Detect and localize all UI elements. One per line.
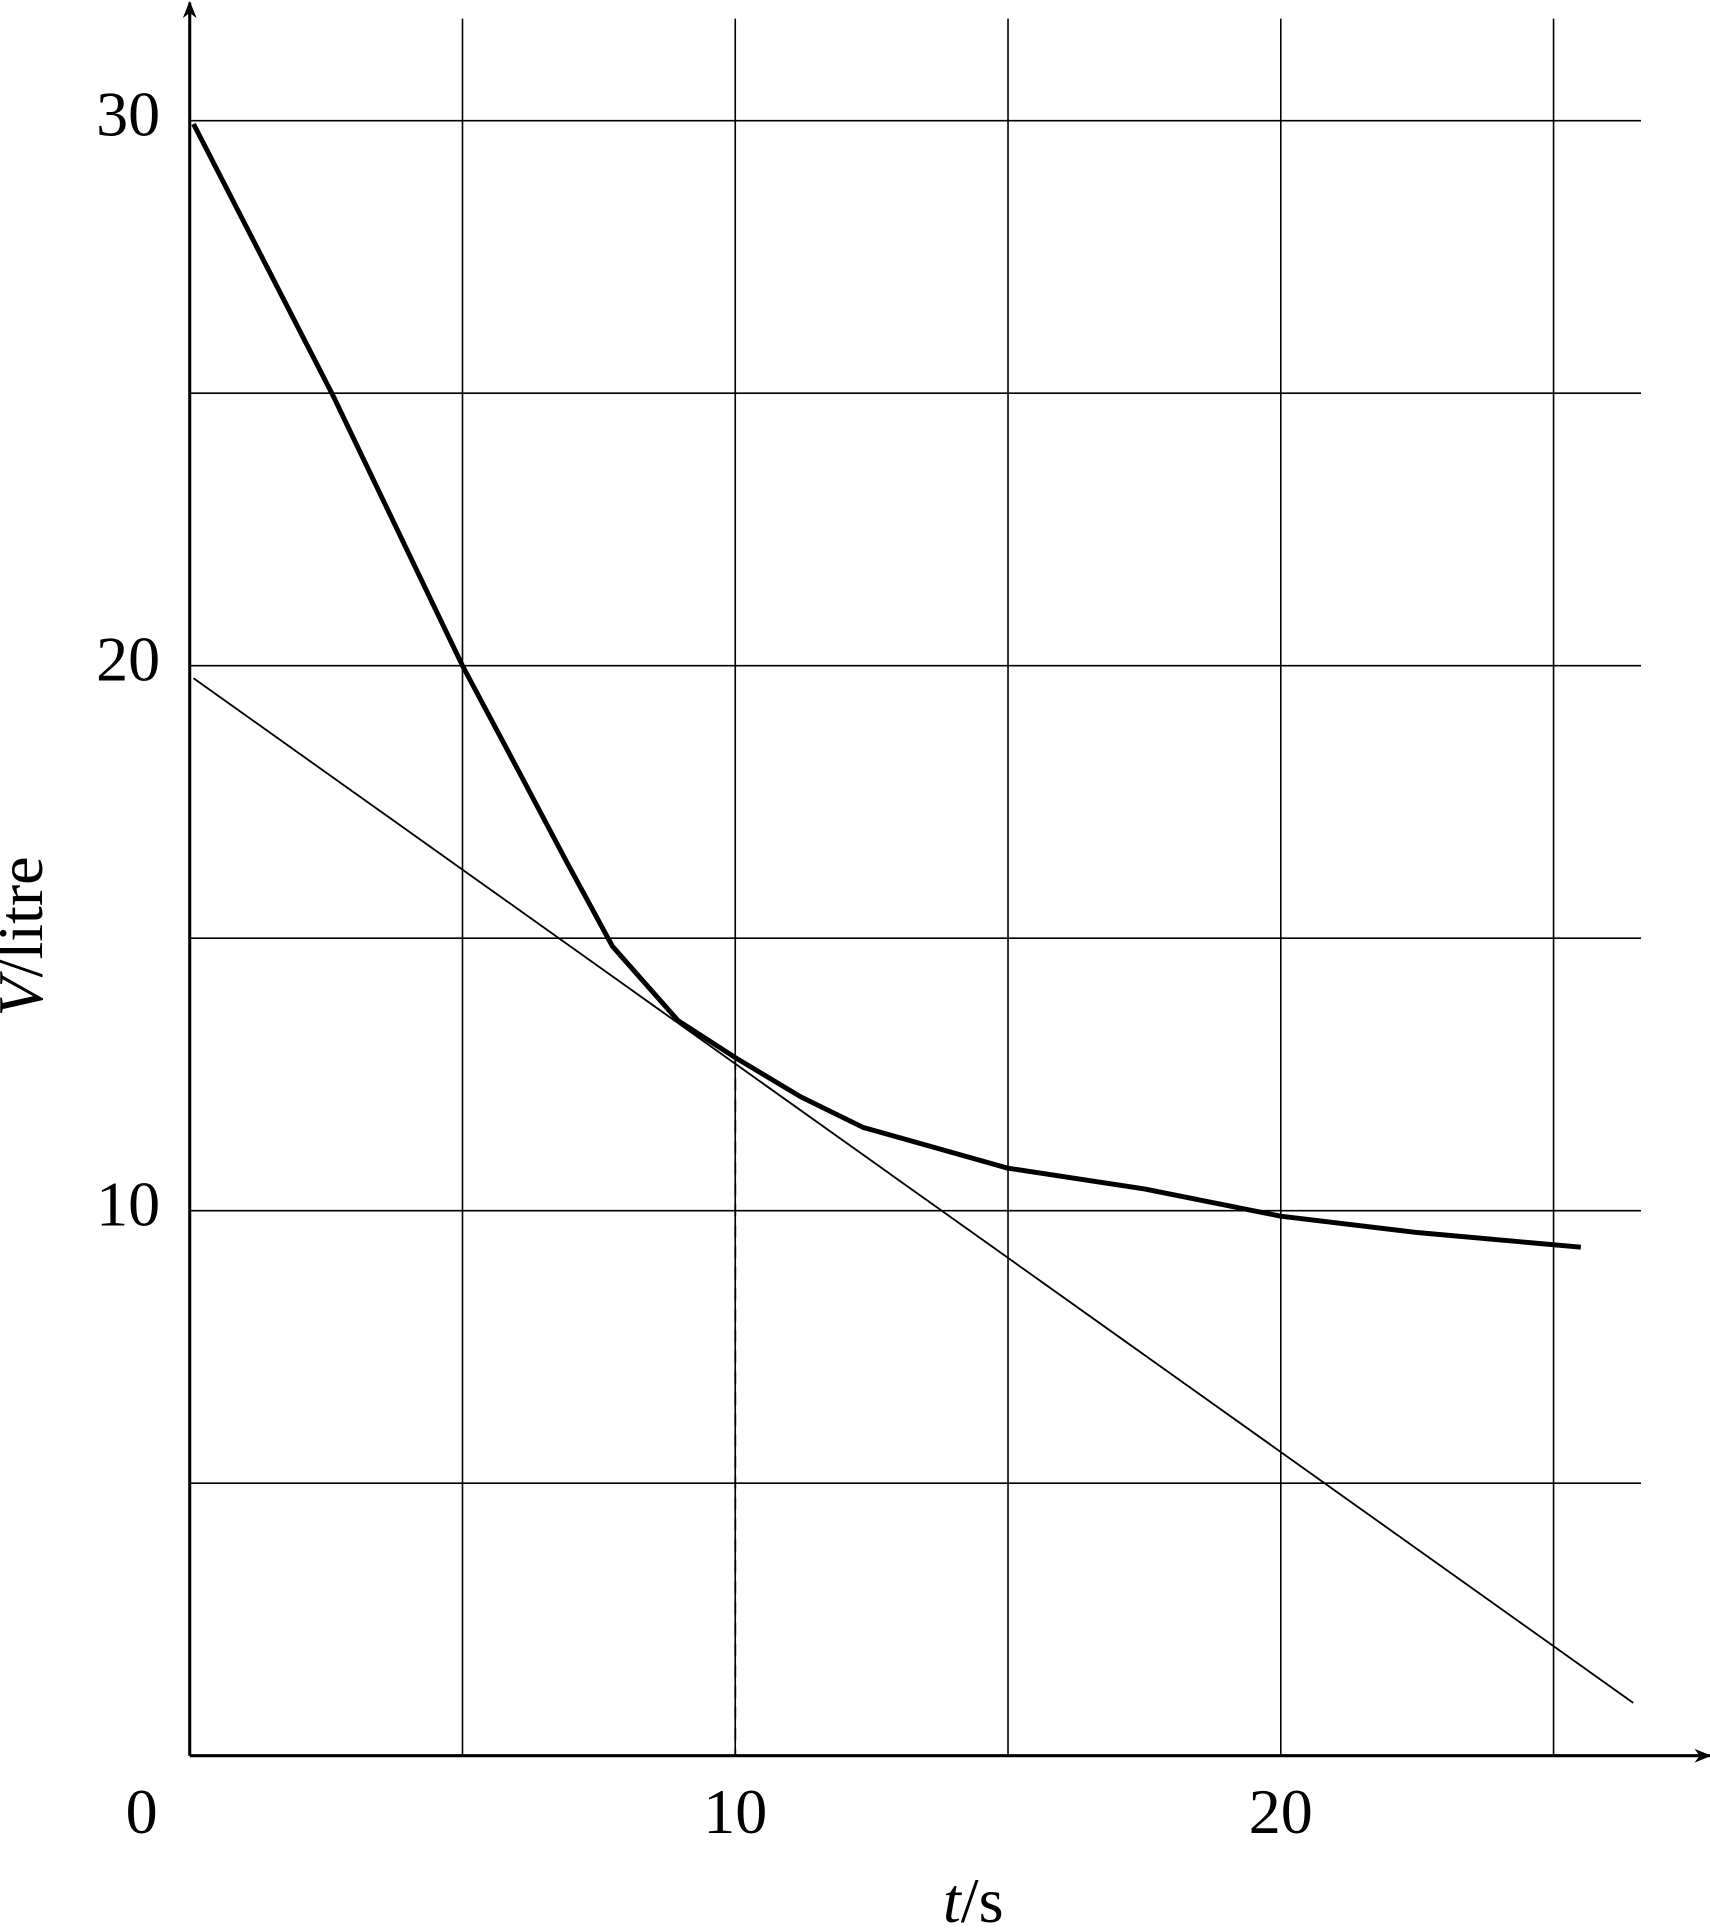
data-line bbox=[193, 677, 1634, 1704]
y-axis-label: V/litre bbox=[0, 856, 56, 1016]
y-tick-label: 20 bbox=[96, 623, 160, 694]
y-tick-label: 10 bbox=[96, 1168, 160, 1239]
x-axis-label: t/s bbox=[943, 1865, 1004, 1932]
x-tick-label: 20 bbox=[1249, 1776, 1313, 1847]
x-tick-label: 0 bbox=[126, 1776, 158, 1847]
x-tick-label: 10 bbox=[703, 1776, 767, 1847]
data-line bbox=[191, 122, 1582, 1250]
y-tick-label: 30 bbox=[96, 78, 160, 149]
